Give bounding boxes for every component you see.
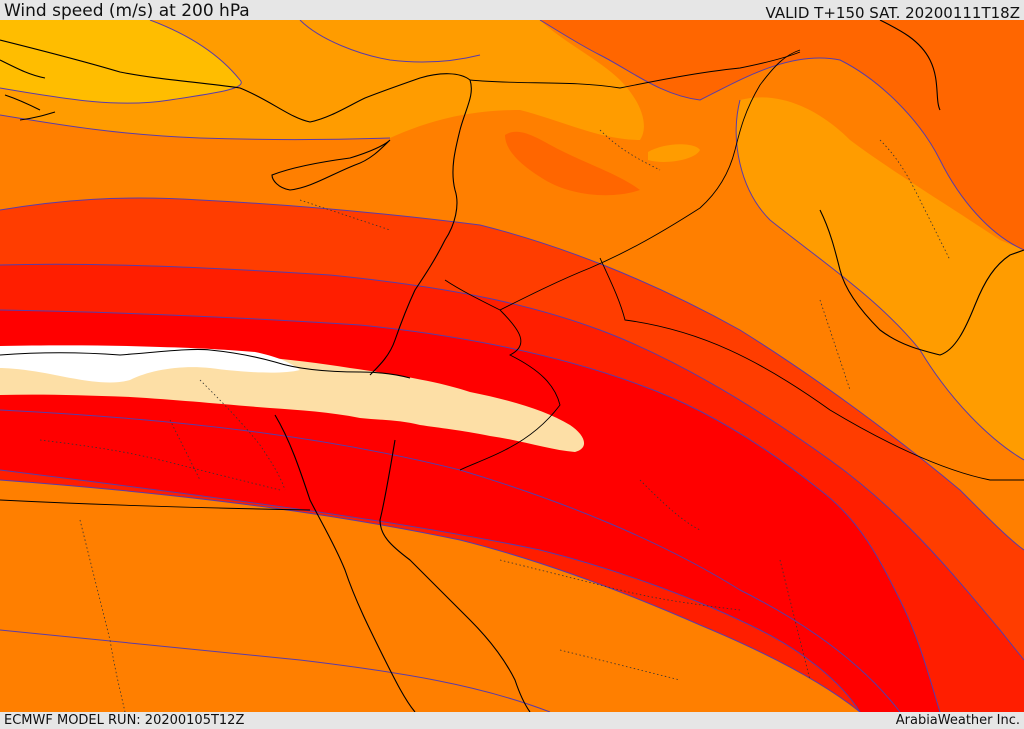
band-light-orange-blob	[648, 144, 700, 162]
contour-3	[0, 197, 1024, 551]
coast-turkey	[0, 39, 472, 131]
band-jet-core	[0, 351, 585, 452]
border-iraq-saudi	[499, 149, 736, 311]
band-light-orange	[0, 20, 644, 140]
model-run-label: ECMWF MODEL RUN: 20200105T12Z	[4, 713, 245, 728]
borders	[0, 49, 1024, 511]
contour-10	[735, 99, 1024, 461]
contour-12	[299, 20, 481, 63]
wind-speed-map	[0, 20, 1024, 712]
coast-cyprus	[271, 139, 391, 191]
coast-egypt	[0, 348, 411, 379]
valid-time-label: VALID T+150 SAT. 20200111T18Z	[765, 4, 1020, 22]
contour-7	[0, 479, 861, 712]
contour-1	[0, 20, 242, 104]
contour-4	[0, 263, 1024, 661]
contour-9	[539, 20, 1024, 251]
contour-11	[0, 629, 551, 712]
border-egypt-sudan	[0, 499, 311, 511]
border-jordan	[444, 279, 561, 471]
border-saudi-kuwait	[599, 257, 1024, 481]
internal-borders	[39, 129, 951, 712]
contour-lines	[0, 20, 1024, 712]
band-yellow	[0, 20, 242, 104]
border-syria-iraq	[469, 51, 801, 89]
coast-red-sea-e	[379, 439, 531, 712]
map-title: Wind speed (m/s) at 200 hPa	[4, 1, 250, 21]
band-core-red	[0, 310, 940, 712]
coast-caspian	[879, 20, 941, 111]
coast-gulf	[819, 209, 1024, 356]
band-jet-max	[0, 345, 300, 383]
contour-2	[0, 114, 391, 140]
contour-6	[0, 469, 861, 712]
band-dark-orange-ne	[540, 20, 1024, 250]
header-bar: Wind speed (m/s) at 200 hPa VALID T+150 …	[0, 0, 1024, 22]
credit-label: ArabiaWeather Inc.	[895, 713, 1020, 728]
coast-levant	[369, 129, 461, 376]
footer-bar: ECMWF MODEL RUN: 20200105T12Z ArabiaWeat…	[0, 712, 1024, 729]
contour-8	[0, 409, 901, 712]
coast-aegean	[0, 59, 56, 121]
band-dark-orange-blob	[505, 131, 640, 196]
coast-red-sea-w	[274, 414, 416, 712]
coastlines	[0, 20, 1024, 712]
band-light-orange-ne	[736, 97, 1024, 460]
contour-5	[0, 309, 941, 712]
border-iraq-iran	[734, 49, 801, 151]
